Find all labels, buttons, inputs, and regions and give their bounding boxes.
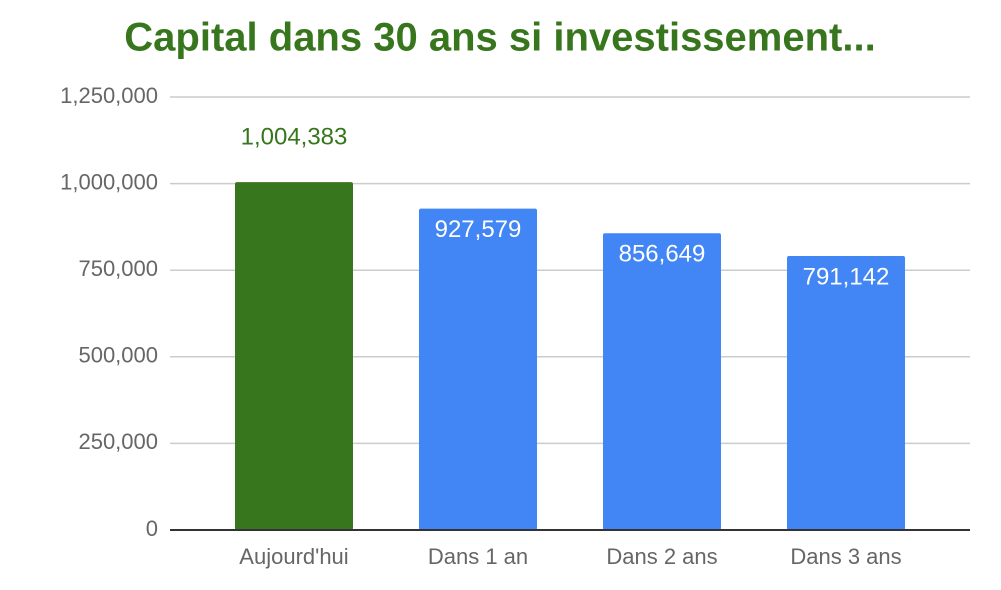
y-tick-label: 250,000 xyxy=(78,429,158,454)
value-label: 791,142 xyxy=(803,263,890,290)
x-tick-label: Aujourd'hui xyxy=(239,544,348,569)
bar xyxy=(603,233,721,531)
x-tick-label: Dans 2 ans xyxy=(606,544,717,569)
value-label: 856,649 xyxy=(619,241,706,268)
y-tick-label: 1,250,000 xyxy=(60,83,158,108)
x-tick-label: Dans 1 an xyxy=(428,544,528,569)
y-tick-label: 1,000,000 xyxy=(60,169,158,194)
x-tick-label: Dans 3 ans xyxy=(790,544,901,569)
bar xyxy=(419,208,537,530)
bar xyxy=(235,182,353,530)
y-tick-label: 0 xyxy=(146,516,158,541)
bar xyxy=(787,255,905,530)
y-tick-label: 750,000 xyxy=(78,256,158,281)
y-tick-label: 500,000 xyxy=(78,343,158,368)
chart-title: Capital dans 30 ans si investissement... xyxy=(124,16,875,60)
value-label: 1,004,383 xyxy=(241,123,348,150)
value-label: 927,579 xyxy=(435,216,522,243)
